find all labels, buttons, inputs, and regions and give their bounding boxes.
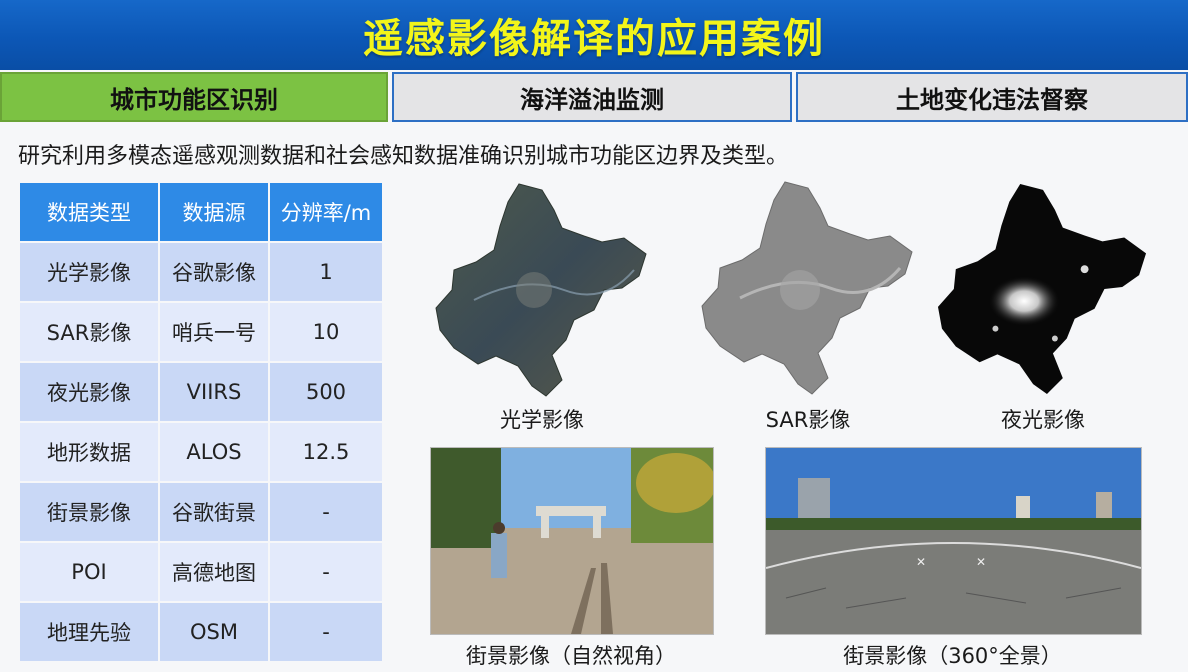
cell-resolution: - [270,483,382,541]
cell-resolution: - [270,543,382,601]
street-view-360-label: 街景影像（360°全景） [843,644,1062,668]
header-resolution: 分辨率/m [270,183,382,241]
cell-type: SAR影像 [20,303,158,361]
cell-source: OSM [160,603,268,661]
cell-resolution: 12.5 [270,423,382,481]
sar-map-image [701,181,913,395]
street-view-natural-photo [430,447,714,635]
table-row: 地形数据 ALOS 12.5 [20,423,382,481]
table-header-row: 数据类型 数据源 分辨率/m [20,183,382,241]
table-row: 光学影像 谷歌影像 1 [20,243,382,301]
cell-source: 哨兵一号 [160,303,268,361]
cell-source: VIIRS [160,363,268,421]
svg-text:✕: ✕ [916,555,926,569]
tab-land-change[interactable]: 土地变化违法督察 [796,72,1188,122]
cell-resolution: 10 [270,303,382,361]
table-row: POI 高德地图 - [20,543,382,601]
svg-text:✕: ✕ [976,555,986,569]
optical-label: 光学影像 [500,408,584,432]
table-row: 夜光影像 VIIRS 500 [20,363,382,421]
cell-type: 街景影像 [20,483,158,541]
street-view-natural-label: 街景影像（自然视角） [466,644,676,668]
tab-urban-function[interactable]: 城市功能区识别 [0,72,388,122]
cell-type: 夜光影像 [20,363,158,421]
optical-map-image [435,183,647,397]
street-view-360-photo: ✕ ✕ [765,447,1142,635]
intro-text: 研究利用多模态遥感观测数据和社会感知数据准确识别城市功能区边界及类型。 [18,144,789,169]
cell-source: 谷歌影像 [160,243,268,301]
night-light-label: 夜光影像 [1001,408,1085,432]
cell-resolution: 1 [270,243,382,301]
title-bar: 遥感影像解译的应用案例 [0,0,1188,70]
night-light-map-image [937,183,1147,395]
cell-type: 光学影像 [20,243,158,301]
sar-label: SAR影像 [765,408,851,432]
data-table: 数据类型 数据源 分辨率/m 光学影像 谷歌影像 1 SAR影像 哨兵一号 10… [18,181,384,663]
cell-resolution: - [270,603,382,661]
header-data-type: 数据类型 [20,183,158,241]
tab-oil-spill[interactable]: 海洋溢油监测 [392,72,792,122]
tab-bar: 城市功能区识别 海洋溢油监测 土地变化违法督察 [0,72,1188,124]
table-row: SAR影像 哨兵一号 10 [20,303,382,361]
cell-resolution: 500 [270,363,382,421]
cell-type: POI [20,543,158,601]
page-title: 遥感影像解译的应用案例 [363,16,825,62]
cell-source: 高德地图 [160,543,268,601]
cell-type: 地理先验 [20,603,158,661]
cell-type: 地形数据 [20,423,158,481]
cell-source: 谷歌街景 [160,483,268,541]
header-data-source: 数据源 [160,183,268,241]
table-row: 街景影像 谷歌街景 - [20,483,382,541]
cell-source: ALOS [160,423,268,481]
table-row: 地理先验 OSM - [20,603,382,661]
